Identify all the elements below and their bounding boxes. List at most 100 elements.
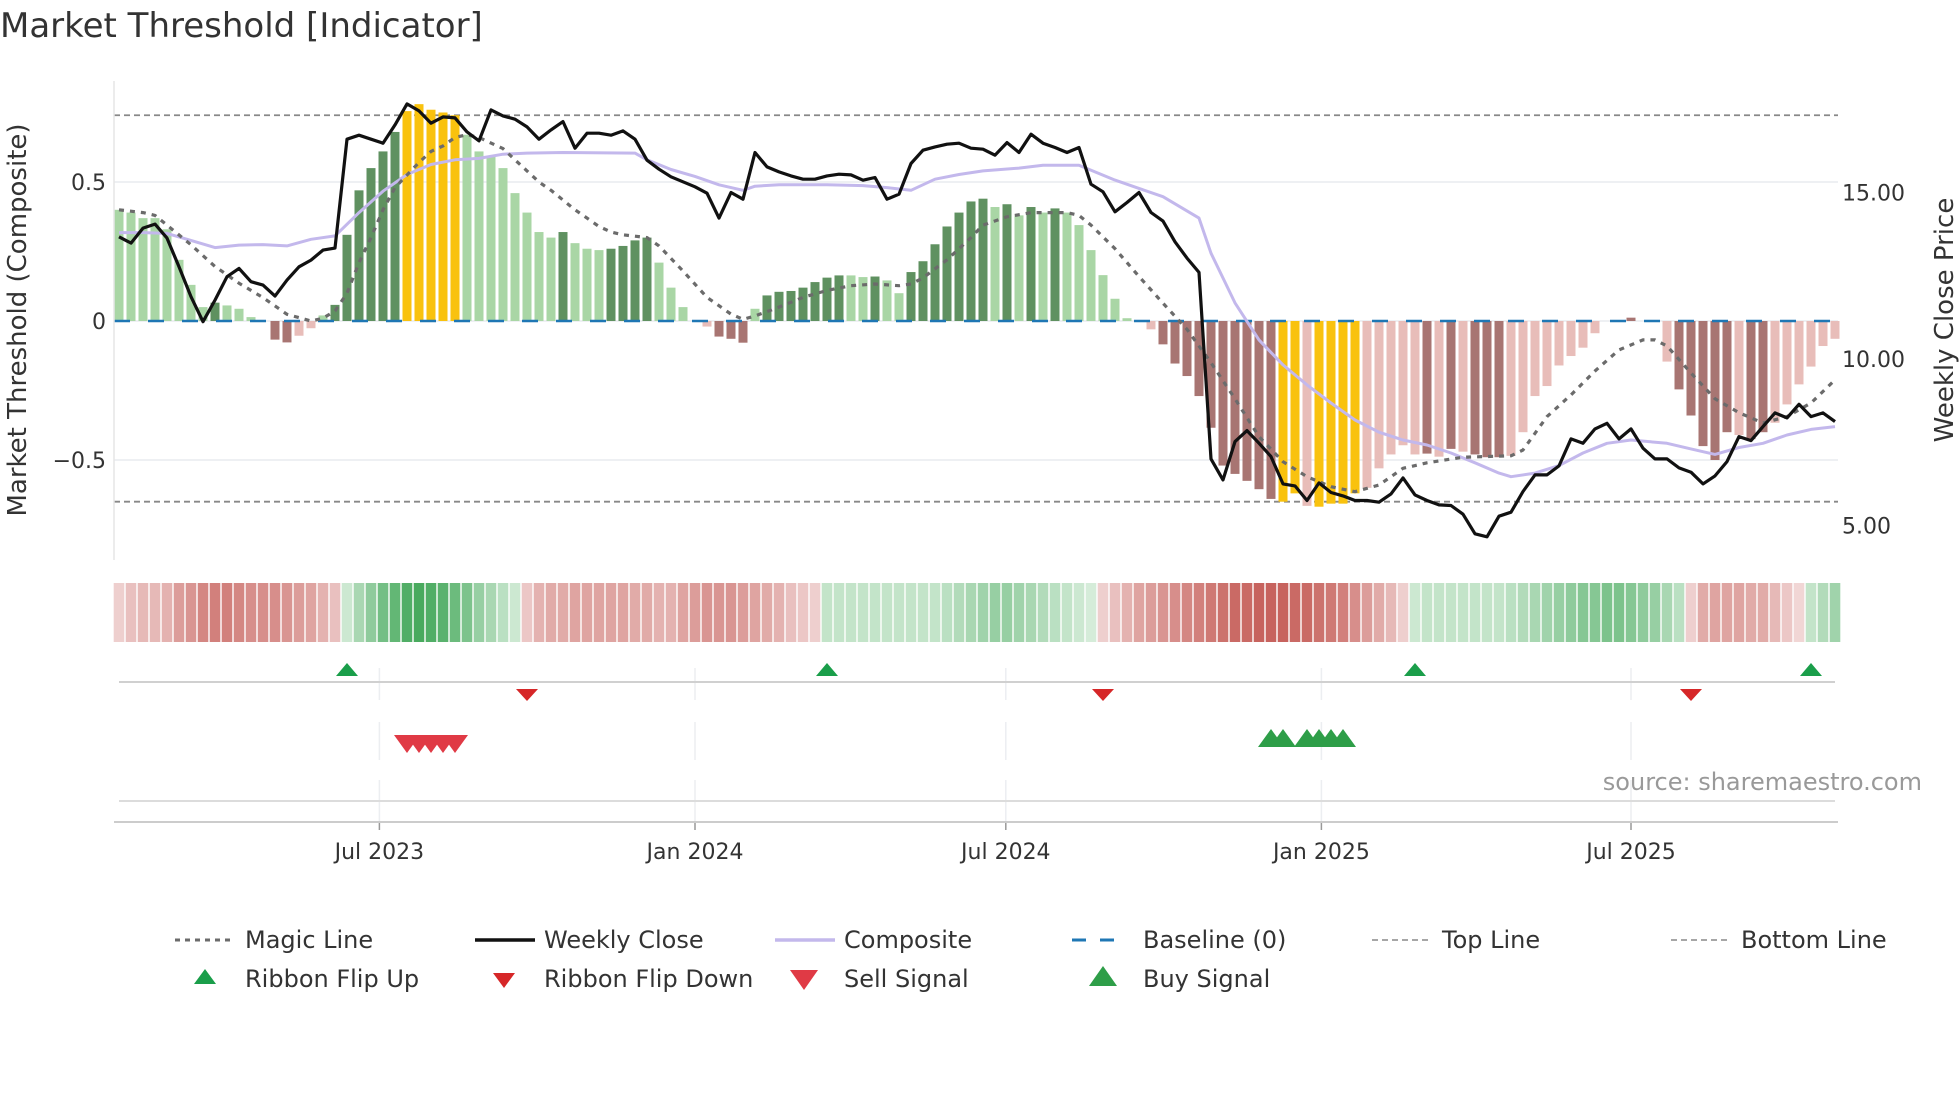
ribbon-cell xyxy=(821,583,833,642)
y-axis-title-left: Market Threshold (Composite) xyxy=(3,123,33,516)
ribbon-cell xyxy=(1649,583,1661,642)
legend-sell-signal: Sell Signal xyxy=(844,965,969,993)
ribbon-cell xyxy=(677,583,689,642)
ribbon-cell xyxy=(365,583,377,642)
histogram-bar xyxy=(1122,318,1132,321)
ribbon-cell xyxy=(269,583,281,642)
ribbon-cell xyxy=(1301,583,1313,642)
legend-buy-signal-icon xyxy=(1089,966,1117,986)
histogram-bar xyxy=(510,193,520,321)
histogram-bar xyxy=(702,321,712,327)
ribbon-cell xyxy=(353,583,365,642)
ribbon-cell xyxy=(1673,583,1685,642)
ribbon-cell xyxy=(1685,583,1697,642)
histogram-bar xyxy=(1290,321,1300,494)
x-tick-label: Jul 2024 xyxy=(959,840,1051,865)
ribbon-flip-up-marker xyxy=(336,663,358,676)
legend-flip-up-icon xyxy=(194,969,216,984)
histogram-bar xyxy=(1050,208,1060,321)
histogram-bar xyxy=(858,277,868,321)
histogram-bar xyxy=(654,262,664,321)
histogram-bar xyxy=(810,282,820,321)
histogram-bar xyxy=(558,232,568,321)
ribbon-cell xyxy=(1169,583,1181,642)
histogram-bar xyxy=(1578,321,1588,348)
ribbon-cell xyxy=(749,583,761,642)
histogram-bar xyxy=(882,280,892,321)
histogram-bar xyxy=(150,218,160,321)
histogram-bar xyxy=(1254,321,1264,490)
ribbon-cell xyxy=(125,583,137,642)
ribbon-cell xyxy=(809,583,821,642)
histogram-bar xyxy=(234,308,244,321)
histogram-bar xyxy=(1386,321,1396,455)
legend-baseline-icon xyxy=(1072,938,1128,942)
histogram-bar xyxy=(1014,215,1024,321)
histogram-bar xyxy=(1806,321,1816,367)
ribbon-cell xyxy=(1253,583,1265,642)
histogram-bar xyxy=(498,168,508,321)
ribbon-cell xyxy=(437,583,449,642)
legend-sell-signal-icon xyxy=(790,970,818,990)
histogram-bar xyxy=(786,290,796,321)
ribbon-cell xyxy=(1625,583,1637,642)
ribbon-cell xyxy=(845,583,857,642)
histogram-bar xyxy=(294,321,304,336)
ribbon-cell xyxy=(1709,583,1721,642)
ribbon-cell xyxy=(953,583,965,642)
histogram-bar xyxy=(1566,321,1576,357)
histogram-bar xyxy=(462,134,472,321)
legend-bottom-line-icon xyxy=(1671,939,1727,941)
histogram-bar xyxy=(1662,321,1672,362)
histogram-bar xyxy=(1698,321,1708,447)
axes: 0.5 0 −0.5 15.00 10.00 5.00 Jul 2023 Jan 2024 Ju… xyxy=(53,81,1905,865)
histogram-bar xyxy=(1530,321,1540,397)
histogram-bar xyxy=(570,243,580,321)
ribbon-cell xyxy=(1781,583,1793,642)
ribbon-cell xyxy=(653,583,665,642)
legend-top-line-icon xyxy=(1372,939,1428,941)
histogram-bar xyxy=(1686,321,1696,416)
histogram-bar xyxy=(1158,321,1168,345)
ribbon-cell xyxy=(1061,583,1073,642)
histogram-bar xyxy=(714,321,724,337)
ribbon-cell xyxy=(233,583,245,642)
ribbon-cell xyxy=(1517,583,1529,642)
histogram-bar xyxy=(834,275,844,321)
histogram-bar xyxy=(1110,298,1120,321)
histogram-bar xyxy=(594,250,604,321)
ribbon-cell xyxy=(1577,583,1589,642)
ribbon-cell xyxy=(773,583,785,642)
ribbon-cell xyxy=(1193,583,1205,642)
ribbon-cell xyxy=(1229,583,1241,642)
ribbon-cell xyxy=(317,583,329,642)
ribbon-cell xyxy=(1361,583,1373,642)
histogram-bar xyxy=(894,293,904,321)
histogram-bar xyxy=(750,308,760,321)
histogram-bar xyxy=(1302,321,1312,506)
histogram-bar xyxy=(1074,225,1084,321)
ribbon-cell xyxy=(425,583,437,642)
ribbon-cell xyxy=(1733,583,1745,642)
ribbon-cell xyxy=(1157,583,1169,642)
histogram-bar xyxy=(438,112,448,321)
ribbon-strip xyxy=(113,583,1841,642)
ribbon-cell xyxy=(1697,583,1709,642)
ribbon-cell xyxy=(1793,583,1805,642)
histogram-bar xyxy=(1770,321,1780,423)
ribbon-cell xyxy=(1445,583,1457,642)
ribbon-cell xyxy=(641,583,653,642)
ribbon-cell xyxy=(1637,583,1649,642)
histogram-bar xyxy=(546,237,556,321)
histogram-bar xyxy=(282,321,292,343)
ribbon-cell xyxy=(473,583,485,642)
histogram-bar xyxy=(402,111,412,321)
histogram-bar xyxy=(1266,321,1276,499)
ribbon-flip-up-marker xyxy=(816,663,838,676)
ribbon-cell xyxy=(1277,583,1289,642)
ribbon-cell xyxy=(1601,583,1613,642)
histogram-bar xyxy=(1350,321,1360,494)
ribbon-cell xyxy=(1001,583,1013,642)
histogram-bar xyxy=(762,295,772,321)
